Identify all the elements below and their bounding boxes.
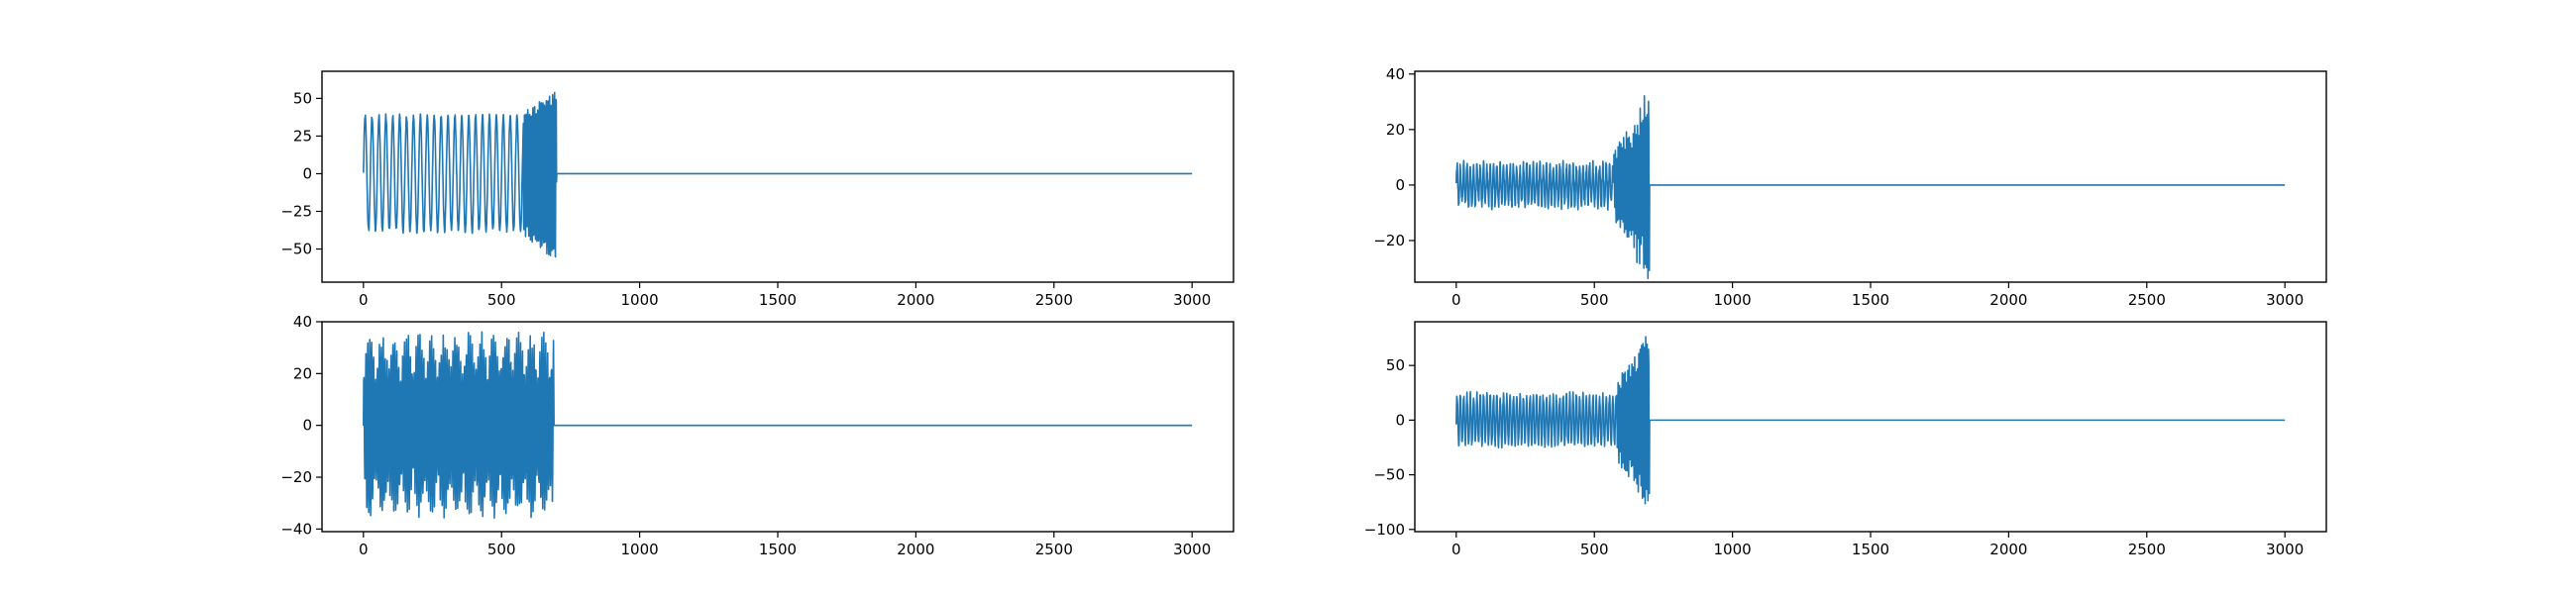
x-tick-label: 1500 [759, 291, 797, 309]
x-tick-label: 1000 [621, 541, 659, 558]
x-tick-label: 0 [1451, 541, 1461, 558]
x-tick-label: 1500 [1852, 541, 1889, 558]
y-tick-label: −50 [1373, 466, 1405, 484]
x-tick-label: 0 [1451, 291, 1461, 309]
y-tick-label: 0 [302, 164, 312, 182]
y-tick-label: −100 [1364, 521, 1405, 539]
series-line-0 [1455, 336, 2286, 505]
x-tick-label: 2000 [897, 541, 934, 558]
series-line-0 [363, 331, 1193, 519]
x-tick-label: 2500 [2128, 541, 2166, 558]
y-tick-label: 50 [293, 89, 312, 107]
x-tick-label: 1000 [1714, 291, 1752, 309]
x-tick-label: 2000 [897, 291, 934, 309]
x-tick-label: 2000 [1989, 541, 2027, 558]
series-line-0 [1455, 95, 2286, 280]
x-tick-label: 3000 [2266, 541, 2304, 558]
y-tick-label: 20 [1386, 121, 1405, 139]
x-tick-label: 500 [1580, 541, 1609, 558]
y-tick-label: −20 [1373, 232, 1405, 249]
axes-frame [321, 70, 1234, 283]
x-tick-label: 500 [487, 291, 516, 309]
series-line-0 [363, 91, 1193, 258]
x-tick-label: 1000 [621, 291, 659, 309]
axes-frame [1414, 70, 2327, 283]
y-tick-label: 20 [293, 364, 312, 382]
y-tick-label: 40 [293, 313, 312, 331]
subplot-top-left: 0 500 1000 1500 2000 2500 3000 −50 −25 0 25 50 [280, 70, 1234, 309]
x-tick-label: 1500 [759, 541, 797, 558]
y-tick-label: 0 [1395, 176, 1405, 194]
y-tick-label: −40 [280, 520, 312, 538]
y-tick-label: 40 [1386, 65, 1405, 83]
x-tick-label: 2000 [1989, 291, 2027, 309]
x-tick-label: 2500 [1035, 291, 1073, 309]
x-tick-label: 2500 [1035, 541, 1073, 558]
x-tick-label: 1000 [1714, 541, 1752, 558]
x-tick-label: 500 [487, 541, 516, 558]
x-tick-label: 2500 [2128, 291, 2166, 309]
x-tick-label: 500 [1580, 291, 1609, 309]
y-tick-label: −20 [280, 468, 312, 486]
y-tick-label: 0 [1395, 411, 1405, 429]
y-tick-label: 0 [302, 417, 312, 435]
y-tick-label: −25 [280, 202, 312, 220]
x-tick-label: 3000 [2266, 291, 2304, 309]
x-tick-label: 3000 [1173, 291, 1211, 309]
y-tick-label: −50 [280, 241, 312, 258]
x-tick-label: 3000 [1173, 541, 1211, 558]
x-tick-label: 0 [359, 541, 369, 558]
x-tick-label: 0 [359, 291, 369, 309]
subplot-bottom-right: 0 500 1000 1500 2000 2500 3000 −100 −50 0 50 [1364, 321, 2327, 558]
x-tick-label: 1500 [1852, 291, 1889, 309]
subplot-bottom-left: 0 500 1000 1500 2000 2500 3000 −40 −20 0 20 40 [280, 313, 1234, 558]
subplot-top-right: 0 500 1000 1500 2000 2500 3000 −20 0 20 40 [1373, 65, 2327, 309]
y-tick-label: 50 [1386, 356, 1405, 374]
y-tick-label: 25 [293, 127, 312, 145]
